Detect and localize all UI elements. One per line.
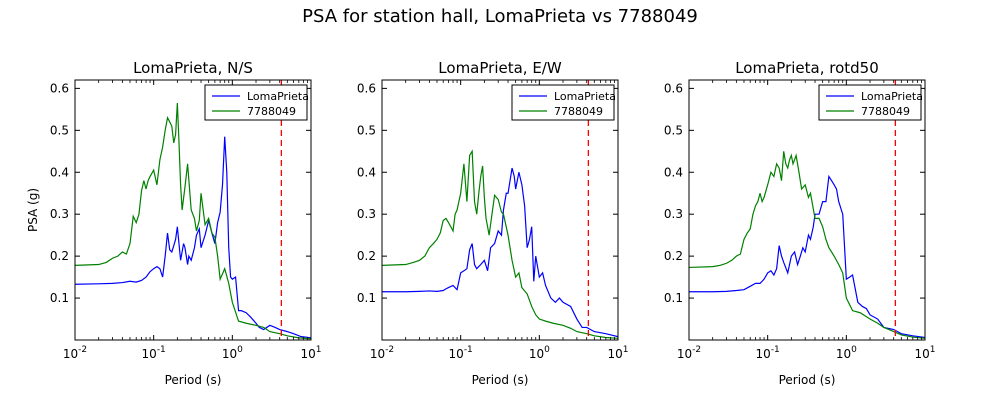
x-tick-exponent: -2 [78, 345, 87, 355]
y-tick-label: 0.6 [357, 81, 376, 95]
series-line-lomaprieta [382, 167, 618, 338]
y-tick-label: 0.1 [357, 291, 376, 305]
x-tick-exponent: -2 [692, 345, 701, 355]
y-tick-label: 0.5 [664, 123, 683, 137]
subplot-ew: LomaPrieta, E/W0.10.20.30.40.50.610-2 10-… [357, 59, 629, 387]
x-axis-label: Period (s) [779, 373, 836, 387]
legend-box [204, 84, 308, 121]
legend: LomaPrieta 7788049 [204, 84, 309, 121]
series-line-7788049 [382, 149, 618, 339]
y-tick-label: 0.2 [50, 249, 69, 263]
series-line-lomaprieta [689, 174, 925, 339]
legend-box [818, 84, 922, 121]
legend-label: LomaPrieta [554, 90, 616, 103]
x-tick-exponent: 1 [316, 345, 322, 355]
y-tick-label: 0.1 [664, 291, 683, 305]
x-axis-label: Period (s) [472, 373, 529, 387]
legend: LomaPrieta 7788049 [818, 84, 923, 121]
legend: LomaPrieta 7788049 [511, 84, 616, 121]
legend-label: 7788049 [861, 105, 910, 118]
y-tick-label: 0.3 [50, 207, 69, 221]
y-tick-label: 0.4 [357, 165, 376, 179]
series-line-7788049 [75, 103, 311, 340]
x-tick-exponent: 1 [623, 345, 629, 355]
figure-title: PSA for station hall, LomaPrieta vs 7788… [302, 6, 698, 27]
legend-label: 7788049 [247, 105, 296, 118]
y-tick-label: 0.6 [50, 81, 69, 95]
legend-label: LomaPrieta [861, 90, 923, 103]
legend-box [511, 84, 615, 121]
legend-label: 7788049 [554, 105, 603, 118]
x-tick-exponent: 1 [930, 345, 936, 355]
x-tick-exponent: -1 [157, 345, 166, 355]
subplot-title: LomaPrieta, E/W [438, 59, 562, 77]
subplot-title: LomaPrieta, rotd50 [735, 59, 879, 77]
y-tick-label: 0.6 [664, 81, 683, 95]
y-tick-label: 0.5 [50, 123, 69, 137]
y-tick-label: 0.3 [357, 207, 376, 221]
y-tick-label: 0.5 [357, 123, 376, 137]
x-tick-exponent: 0 [544, 345, 550, 355]
y-tick-label: 0.3 [664, 207, 683, 221]
subplot-title: LomaPrieta, N/S [133, 59, 253, 77]
x-axis-label: Period (s) [165, 373, 222, 387]
x-tick-exponent: 0 [851, 345, 857, 355]
x-tick-exponent: -1 [464, 345, 473, 355]
axes-frame [381, 79, 619, 341]
y-tick-label: 0.1 [50, 291, 69, 305]
x-tick-exponent: 0 [237, 345, 243, 355]
y-tick-label: 0.2 [357, 249, 376, 263]
legend-label: LomaPrieta [247, 90, 309, 103]
subplot-ns: LomaPrieta, N/S0.10.20.30.40.50.610-2 10-… [26, 59, 322, 387]
axes-frame [688, 79, 926, 341]
series-line-7788049 [689, 151, 925, 339]
axes-frame [74, 79, 312, 341]
y-tick-label: 0.2 [664, 249, 683, 263]
y-tick-label: 0.4 [50, 165, 69, 179]
y-tick-label: 0.4 [664, 165, 683, 179]
y-axis-label: PSA (g) [26, 188, 40, 232]
x-tick-exponent: -1 [771, 345, 780, 355]
x-tick-exponent: -2 [385, 345, 394, 355]
